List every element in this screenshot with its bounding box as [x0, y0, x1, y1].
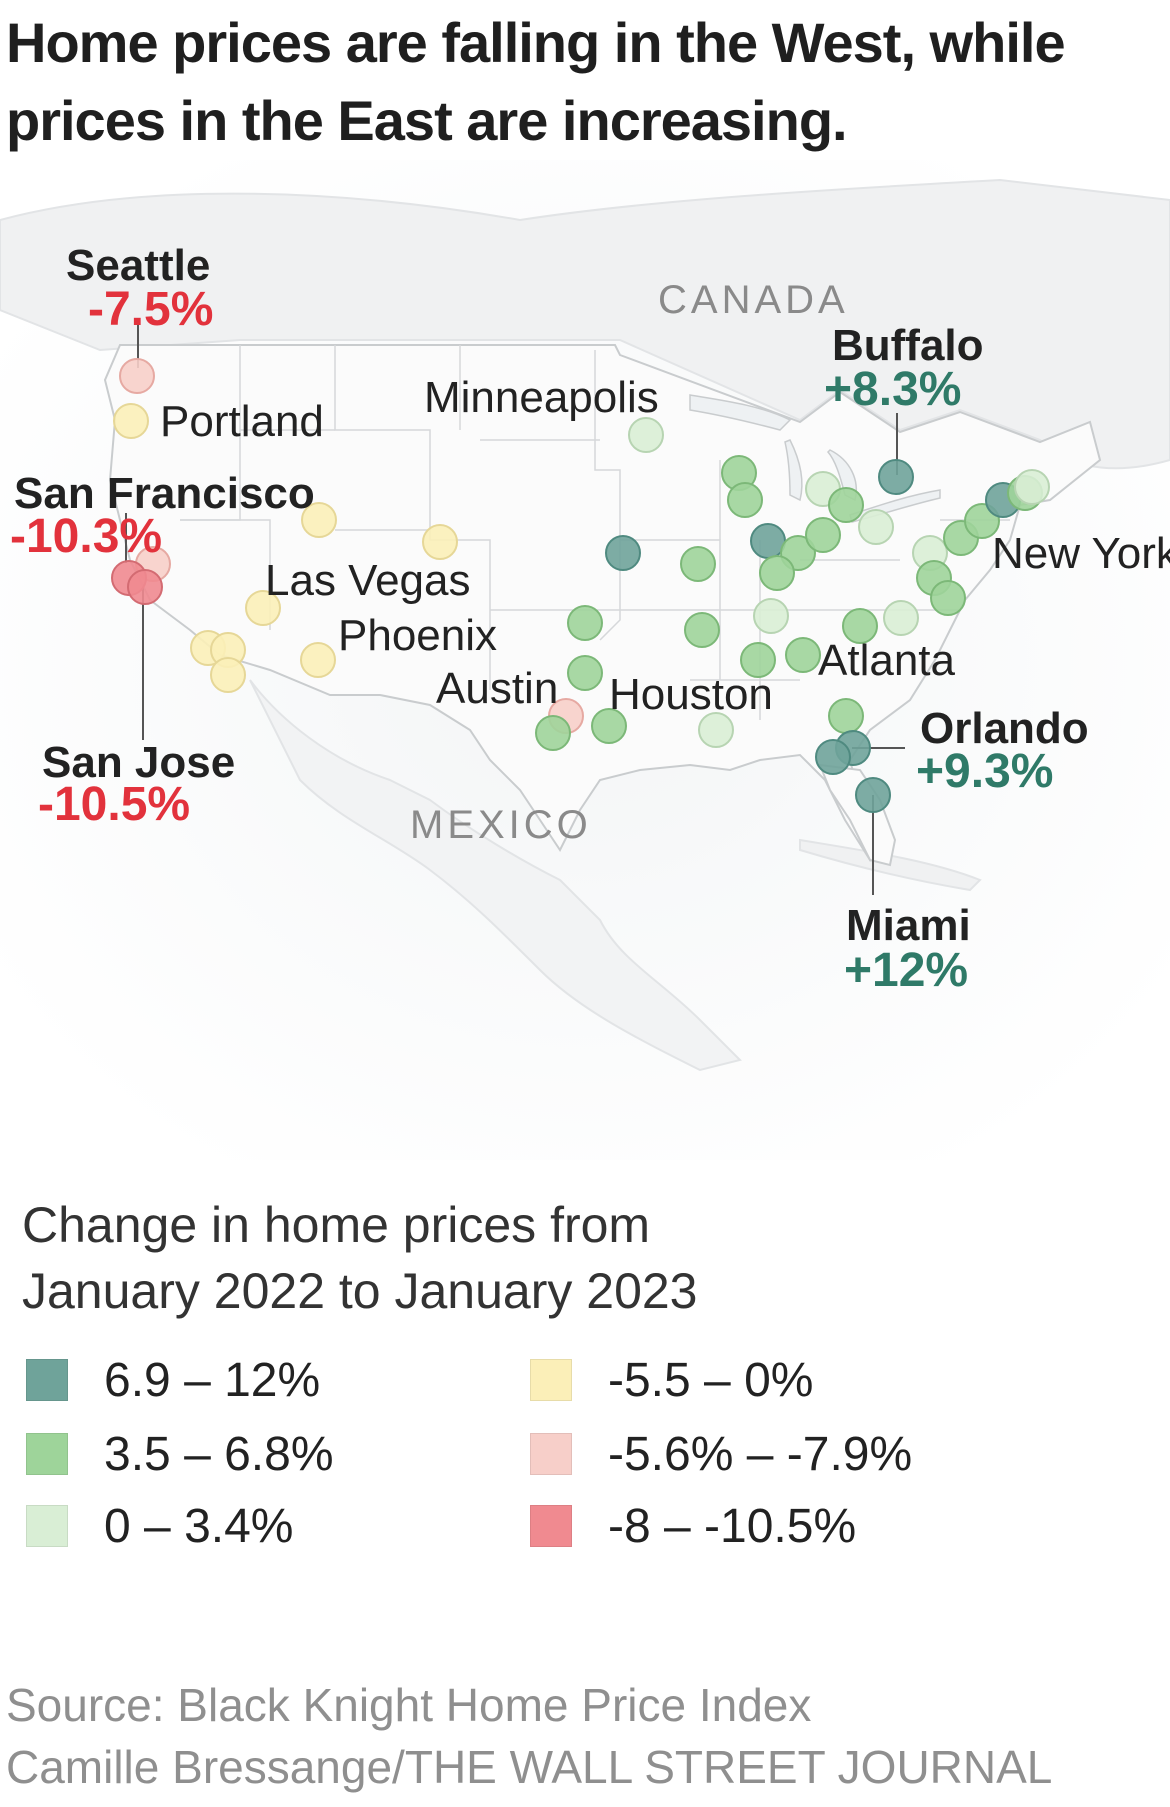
atlanta-label: Atlanta [818, 636, 956, 685]
credit-line: Camille Bressange/THE WALL STREET JOURNA… [6, 1741, 1053, 1793]
legend-label: 3.5 – 6.8% [104, 1427, 334, 1481]
houston-label: Houston [609, 670, 773, 719]
denver-marker [422, 524, 458, 560]
atlanta-marker [785, 637, 821, 673]
jacksonville-marker [828, 698, 864, 734]
orlando-label: Orlando [920, 704, 1089, 753]
miami-label: Miami [846, 901, 971, 950]
legend-label: -8 – -10.5% [608, 1499, 857, 1553]
raleigh-marker [883, 600, 919, 636]
san-jose-label: San Jose [42, 738, 235, 787]
legend-label: -5.6% – -7.9% [608, 1427, 913, 1481]
map-svg: CANADA MEXICO Seattle -7.5% Portland San… [0, 160, 1170, 1160]
legend-item: 0 – 3.4% [26, 1496, 293, 1556]
lake-michigan [784, 439, 803, 502]
legend-swatch [530, 1505, 572, 1547]
source-line: Source: Black Knight Home Price Index [6, 1679, 812, 1731]
cleveland-marker [828, 487, 864, 523]
seattle-marker [119, 358, 155, 394]
buffalo-marker [878, 459, 914, 495]
chart-title: Home prices are falling in the West, whi… [6, 11, 1066, 152]
new-orleans-marker [698, 712, 734, 748]
minneapolis-marker [628, 417, 664, 453]
legend-item: 3.5 – 6.8% [26, 1424, 334, 1484]
canada-label: CANADA [658, 278, 849, 322]
san-antonio-marker [535, 715, 571, 751]
nashville-marker [753, 598, 789, 634]
mexico-label: MEXICO [410, 803, 592, 847]
legend-item: 6.9 – 12% [26, 1350, 320, 1410]
san-diego-marker [210, 657, 246, 693]
legend: 6.9 – 12% 3.5 – 6.8% 0 – 3.4% -5.5 – 0% … [0, 1350, 1170, 1590]
birmingham-marker [740, 642, 776, 678]
memphis-marker [684, 612, 720, 648]
phoenix-label: Phoenix [338, 611, 497, 660]
boise-marker [301, 502, 337, 538]
seattle-change: -7.5% [88, 283, 213, 336]
charlotte-marker [842, 608, 878, 644]
lake-superior [689, 394, 792, 431]
legend-item: -5.5 – 0% [530, 1350, 813, 1410]
source-note: Source: Black Knight Home Price Index Ca… [6, 1674, 1156, 1798]
legend-item: -5.6% – -7.9% [530, 1424, 912, 1484]
chicago-marker [727, 482, 763, 518]
legend-swatch [26, 1433, 68, 1475]
dallas-marker [567, 655, 603, 691]
indianapolis-marker [750, 523, 786, 559]
portland-marker [113, 403, 149, 439]
phoenix-marker [300, 642, 336, 678]
las-vegas-marker [245, 590, 281, 626]
orlando-change: +9.3% [916, 745, 1053, 798]
legend-swatch [26, 1505, 68, 1547]
oklahoma-marker [567, 605, 603, 641]
miami-change: +12% [844, 944, 968, 997]
legend-swatch [530, 1433, 572, 1475]
houston-marker [591, 708, 627, 744]
san-jose-change: -10.5% [38, 778, 190, 831]
minneapolis-label: Minneapolis [424, 373, 659, 422]
tampa-marker [815, 739, 851, 775]
seattle-label: Seattle [66, 241, 210, 290]
san-francisco-label: San Francisco [14, 469, 315, 518]
austin-label: Austin [436, 664, 558, 713]
us-map: CANADA MEXICO Seattle -7.5% Portland San… [0, 160, 1170, 1160]
legend-title: Change in home prices from January 2022 … [22, 1197, 698, 1319]
portland-label: Portland [160, 397, 324, 446]
legend-swatch [26, 1359, 68, 1401]
pittsburgh-marker [858, 509, 894, 545]
mexico-land [249, 679, 742, 1072]
legend-label: 6.9 – 12% [104, 1353, 321, 1407]
legend-label: 0 – 3.4% [104, 1499, 294, 1553]
las-vegas-label: Las Vegas [265, 556, 471, 605]
boston-marker [1014, 469, 1050, 505]
columbus-marker [805, 517, 841, 553]
san-francisco-change: -10.3% [10, 510, 162, 563]
legend-swatch [530, 1359, 572, 1401]
st-louis-marker [680, 546, 716, 582]
buffalo-change: +8.3% [824, 363, 961, 416]
kansas-city-marker [605, 535, 641, 571]
new-york-label: New York [992, 529, 1170, 578]
city-markers [111, 358, 1050, 813]
buffalo-label: Buffalo [832, 321, 984, 370]
louisville-marker [759, 555, 795, 591]
san-jose-marker [127, 569, 163, 605]
miami-marker [855, 777, 891, 813]
legend-item: -8 – -10.5% [530, 1496, 856, 1556]
legend-label: -5.5 – 0% [608, 1353, 814, 1407]
virginia-beach-marker [930, 580, 966, 616]
